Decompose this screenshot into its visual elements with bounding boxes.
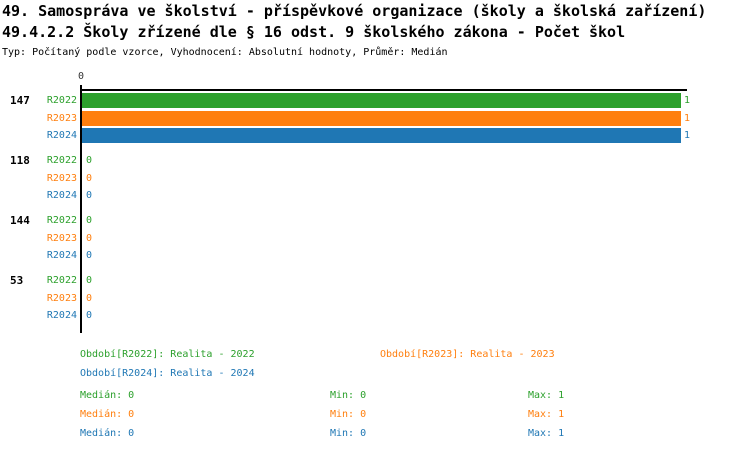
bar-value-label: 0 [86, 310, 93, 321]
series-label: R2022 [46, 95, 77, 106]
y-axis-line [80, 85, 82, 333]
stat-min-r2022: Min: 0 [330, 390, 367, 401]
legend-item-r2023: Období[R2023]: Realita - 2023 [380, 349, 555, 360]
stat-median-r2023: Medián: 0 [80, 409, 135, 420]
bar-value-label: 0 [86, 172, 93, 184]
category-label: 144 [10, 213, 30, 227]
bar-value-label: 1 [684, 95, 691, 106]
bar-value-label: 0 [86, 292, 93, 304]
category-label: 53 [10, 273, 24, 287]
series-label: R2024 [46, 310, 77, 321]
bar [82, 110, 681, 126]
bar-value-label: 0 [86, 250, 93, 261]
page-title-line1: 49. Samospráva ve školství - příspěvkové… [2, 2, 707, 20]
stat-max-r2022: Max: 1 [528, 390, 565, 401]
bar-value-label: 1 [684, 130, 691, 141]
series-label: R2023 [46, 172, 77, 184]
category-label: 147 [10, 93, 30, 107]
bar-value-label: 0 [86, 155, 93, 166]
legend-item-r2024: Období[R2024]: Realita - 2024 [80, 368, 255, 379]
series-label: R2023 [46, 232, 77, 244]
stat-median-r2024: Medián: 0 [80, 428, 135, 439]
stat-median-r2022: Medián: 0 [80, 390, 135, 401]
stat-max-r2023: Max: 1 [528, 409, 565, 420]
bar-value-label: 0 [86, 215, 93, 226]
x-axis-tick-label: 0 [77, 71, 85, 82]
category-label: 118 [10, 153, 30, 167]
stat-min-r2023: Min: 0 [330, 409, 367, 420]
bar-value-label: 0 [86, 275, 93, 286]
series-label: R2022 [46, 275, 77, 286]
series-label: R2023 [46, 112, 77, 124]
page-title-line2: 49.4.2.2 Školy zřízené dle § 16 odst. 9 … [2, 23, 626, 41]
x-axis-line [80, 89, 687, 91]
bar-value-label: 0 [86, 190, 93, 201]
stat-max-r2024: Max: 1 [528, 428, 565, 439]
series-label: R2023 [46, 292, 77, 304]
bar-value-label: 0 [86, 232, 93, 244]
series-label: R2022 [46, 155, 77, 166]
legend-item-r2022: Období[R2022]: Realita - 2022 [80, 349, 255, 360]
chart-meta-line: Typ: Počítaný podle vzorce, Vyhodnocení:… [2, 47, 448, 58]
bar [82, 128, 681, 143]
series-label: R2022 [46, 215, 77, 226]
stat-min-r2024: Min: 0 [330, 428, 367, 439]
bar-value-label: 1 [684, 112, 691, 124]
series-label: R2024 [46, 190, 77, 201]
bar [82, 93, 681, 108]
series-label: R2024 [46, 250, 77, 261]
series-label: R2024 [46, 130, 77, 141]
